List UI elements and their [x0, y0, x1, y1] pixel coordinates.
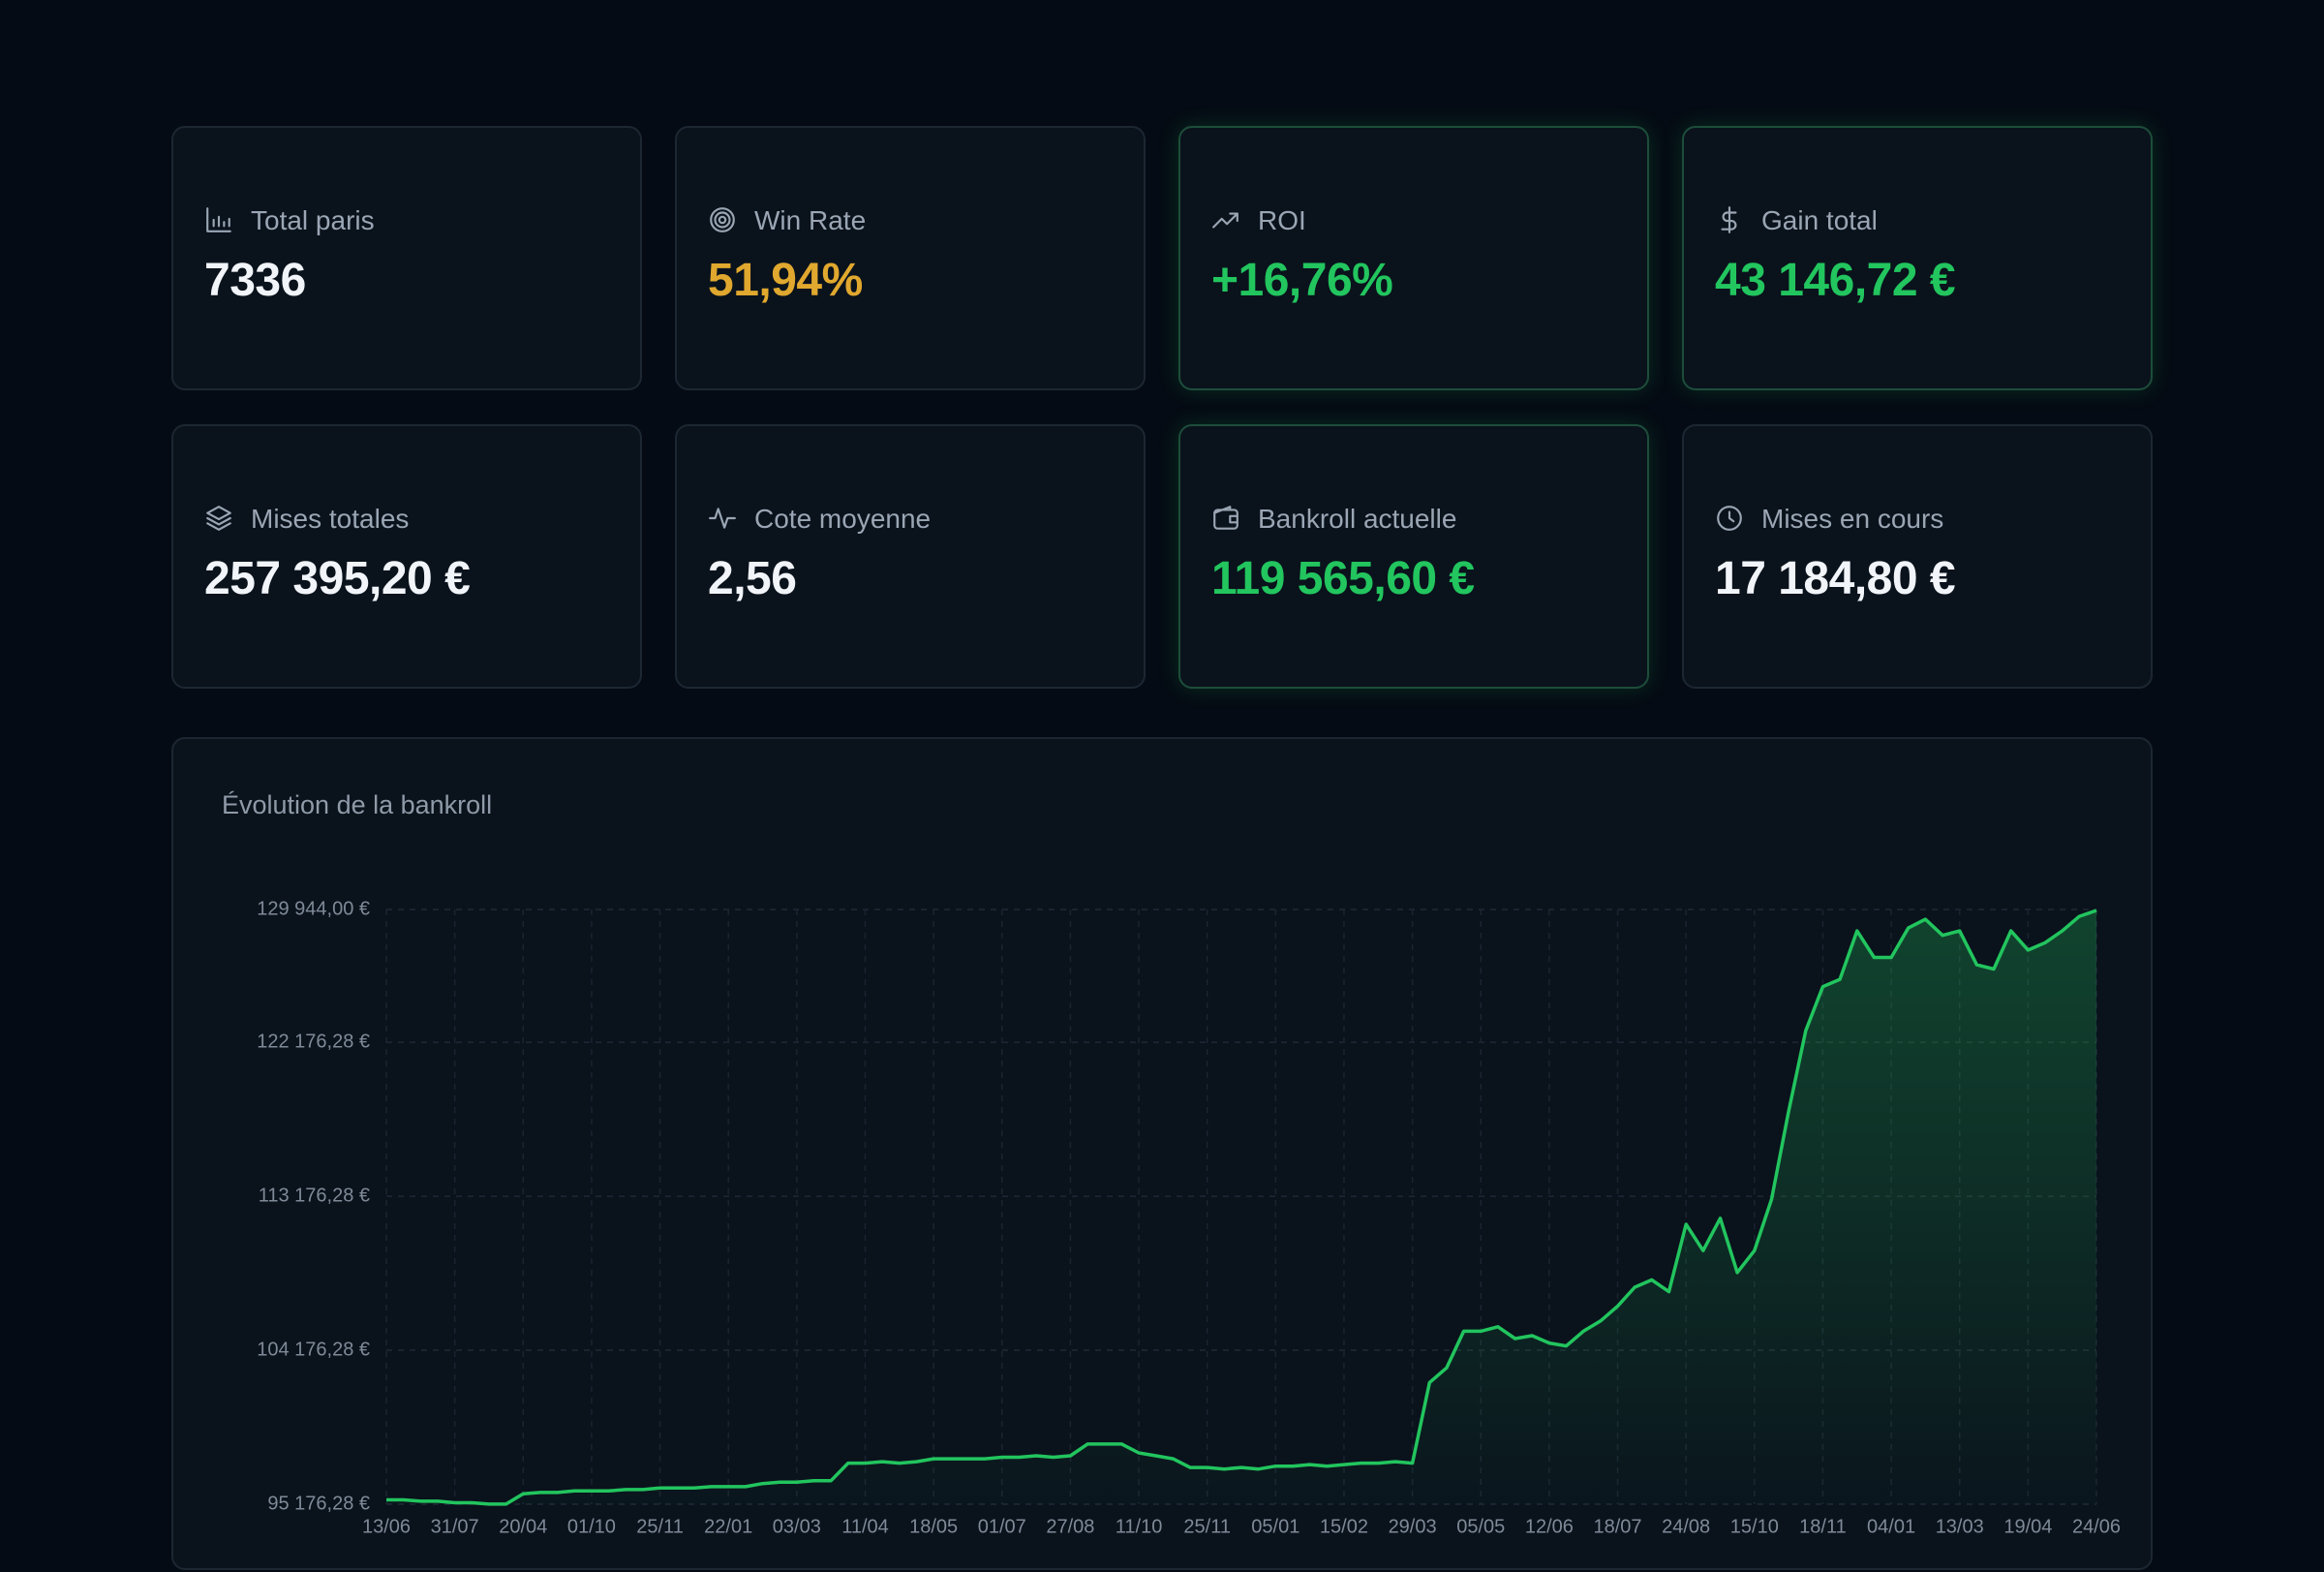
- stat-card: Mises en cours 17 184,80 €: [1682, 424, 2153, 689]
- card-value: 2,56: [708, 553, 797, 604]
- x-tick-label: 11/10: [1116, 1516, 1163, 1537]
- card-value: 51,94%: [708, 255, 863, 306]
- y-tick-label: 122 176,28 €: [257, 1031, 370, 1052]
- x-tick-label: 18/05: [909, 1516, 958, 1537]
- card-label: Mises totales: [251, 504, 410, 534]
- stat-card: Bankroll actuelle 119 565,60 €: [1178, 424, 1649, 689]
- x-tick-label: 27/08: [1046, 1516, 1094, 1537]
- x-tick-label: 19/04: [2003, 1516, 2052, 1537]
- stat-card: Mises totales 257 395,20 €: [171, 424, 642, 689]
- card-value: 17 184,80 €: [1715, 553, 1956, 604]
- card-value: 7336: [204, 255, 306, 306]
- x-tick-label: 20/04: [499, 1516, 547, 1537]
- stat-card: Total paris 7336: [171, 126, 642, 390]
- x-tick-label: 25/11: [1183, 1516, 1231, 1537]
- x-tick-label: 31/07: [431, 1516, 479, 1537]
- area: [386, 910, 2096, 1504]
- x-tick-label: 01/07: [978, 1516, 1026, 1537]
- x-tick-label: 05/01: [1251, 1516, 1300, 1537]
- x-tick-label: 11/04: [841, 1516, 889, 1537]
- card-label: Gain total: [1761, 205, 1878, 235]
- x-tick-label: 15/10: [1730, 1516, 1779, 1537]
- x-tick-label: 05/05: [1456, 1516, 1505, 1537]
- chart: Évolution de la bankroll 95 176,28 € 104 …: [222, 790, 2121, 1537]
- x-tick-label: 15/02: [1320, 1516, 1368, 1537]
- card-label: Mises en cours: [1761, 504, 1944, 534]
- card-value: 119 565,60 €: [1211, 553, 1475, 604]
- card-icon: [1212, 212, 1238, 229]
- chart-panel: Évolution de la bankroll 95 176,28 € 104 …: [171, 737, 2153, 1570]
- x-tick-label: 25/11: [636, 1516, 684, 1537]
- x-tick-label: 29/03: [1389, 1516, 1437, 1537]
- y-tick-label: 113 176,28 €: [259, 1185, 370, 1206]
- card-icon: [206, 506, 231, 531]
- x-tick-label: 18/07: [1593, 1516, 1641, 1537]
- card-label: Total paris: [251, 205, 375, 235]
- chart-title: Évolution de la bankroll: [222, 790, 492, 819]
- stat-card: Win Rate 51,94%: [675, 126, 1146, 390]
- card-icon: [1213, 506, 1238, 530]
- x-tick-label: 24/08: [1662, 1516, 1710, 1537]
- stat-card: ROI +16,76%: [1178, 126, 1649, 390]
- x-tick-label: 24/06: [2072, 1516, 2121, 1537]
- x-tick-label: 13/03: [1936, 1516, 1984, 1537]
- y-tick-label: 104 176,28 €: [257, 1339, 370, 1360]
- card-value: 257 395,20 €: [204, 553, 471, 604]
- card-icon: [206, 207, 231, 232]
- card-icon: [1721, 206, 1737, 233]
- card-label: Win Rate: [754, 205, 867, 235]
- stat-card: Cote moyenne 2,56: [675, 424, 1146, 689]
- card-icon: [709, 508, 736, 529]
- card-icon: [710, 207, 735, 232]
- x-tick-label: 01/10: [567, 1516, 616, 1537]
- y-tick-label: 129 944,00 €: [257, 898, 370, 919]
- y-tick-label: 95 176,28 €: [267, 1493, 370, 1514]
- x-tick-label: 13/06: [362, 1516, 411, 1537]
- x-tick-label: 03/03: [773, 1516, 821, 1537]
- card-value: +16,76%: [1211, 255, 1393, 306]
- card-value: 43 146,72 €: [1715, 255, 1956, 306]
- stat-card: Gain total 43 146,72 €: [1682, 126, 2153, 390]
- line: [386, 909, 2097, 1506]
- card-label: Bankroll actuelle: [1258, 504, 1457, 534]
- x-tick-label: 22/01: [704, 1516, 752, 1537]
- card-label: Cote moyenne: [754, 504, 932, 534]
- x-tick-label: 04/01: [1867, 1516, 1915, 1537]
- card-icon: [1717, 506, 1742, 531]
- x-tick-label: 12/06: [1525, 1516, 1574, 1537]
- card-label: ROI: [1258, 205, 1306, 235]
- x-tick-label: 18/11: [1799, 1516, 1847, 1537]
